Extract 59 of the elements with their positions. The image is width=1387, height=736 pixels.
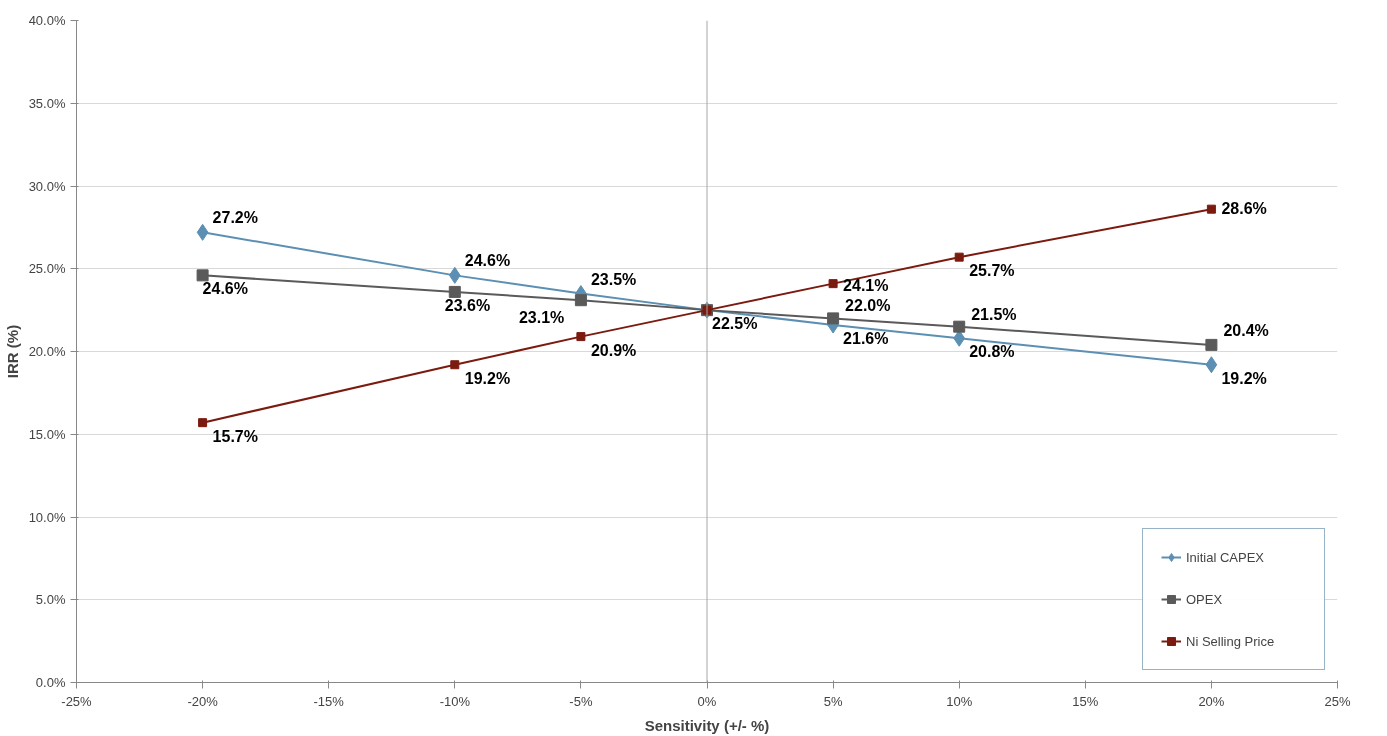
x-tick-label: 0%	[697, 693, 717, 709]
x-tick-label: 25%	[1324, 693, 1351, 709]
data-label: 28.6%	[1221, 200, 1267, 218]
data-label: 20.9%	[590, 341, 637, 359]
data-label: 19.2%	[464, 369, 511, 387]
x-tick-label: -15%	[313, 693, 345, 709]
point	[196, 223, 209, 241]
point	[450, 360, 460, 370]
point	[1205, 356, 1218, 374]
y-tick-label: 20.0%	[28, 344, 66, 359]
data-label: 24.6%	[202, 280, 248, 298]
y-tick-label: 5.0%	[35, 592, 66, 608]
point	[1205, 338, 1218, 351]
point	[1206, 204, 1216, 214]
y-tick-label: 0.0%	[35, 675, 66, 690]
legend-label: Initial CAPEX	[1186, 549, 1266, 565]
point	[576, 332, 586, 342]
point	[196, 269, 209, 282]
y-tick-label: 30.0%	[28, 178, 66, 194]
data-label: 20.4%	[1223, 321, 1269, 339]
point	[448, 266, 461, 284]
y-tick-label: 35.0%	[28, 95, 66, 111]
x-tick-label: 15%	[1072, 693, 1099, 709]
point	[828, 279, 838, 289]
data-label: 25.7%	[969, 262, 1015, 280]
y-tick-label: 15.0%	[28, 426, 66, 442]
data-label: 22.5%	[712, 315, 758, 333]
data-label: 20.8%	[969, 343, 1015, 361]
y-axis-title: IRR (%)	[3, 324, 21, 379]
x-tick-label: -10%	[439, 693, 471, 709]
point	[574, 294, 587, 307]
data-label: 27.2%	[212, 209, 258, 227]
data-label: 15.7%	[212, 427, 258, 445]
data-label: 24.1%	[843, 276, 889, 294]
y-tick-label: 40.0%	[28, 13, 66, 28]
x-axis-title: Sensitivity (+/- %)	[644, 716, 770, 734]
x-tick-label: 20%	[1198, 693, 1225, 709]
data-label: 23.6%	[444, 296, 491, 314]
x-tick-label: -20%	[187, 693, 219, 709]
point	[827, 312, 840, 325]
data-label: 23.1%	[518, 309, 565, 327]
x-tick-label: 5%	[823, 693, 843, 709]
data-label: 21.6%	[843, 330, 889, 348]
point	[954, 252, 964, 262]
y-tick-label: 25.0%	[28, 261, 66, 277]
legend-label: OPEX	[1186, 591, 1224, 607]
x-tick-label: -25%	[61, 693, 93, 709]
x-tick-label: -5%	[569, 693, 593, 709]
point	[448, 285, 461, 298]
point	[953, 320, 966, 333]
data-label: 22.0%	[845, 297, 891, 315]
legend-label: Ni Selling Price	[1186, 633, 1276, 649]
data-label: 19.2%	[1221, 369, 1267, 387]
x-tick-label: 10%	[946, 693, 973, 709]
point	[198, 418, 208, 428]
data-label: 23.5%	[590, 270, 637, 288]
data-label: 21.5%	[971, 305, 1017, 323]
data-label: 24.6%	[464, 252, 511, 270]
y-tick-label: 10.0%	[28, 509, 66, 525]
